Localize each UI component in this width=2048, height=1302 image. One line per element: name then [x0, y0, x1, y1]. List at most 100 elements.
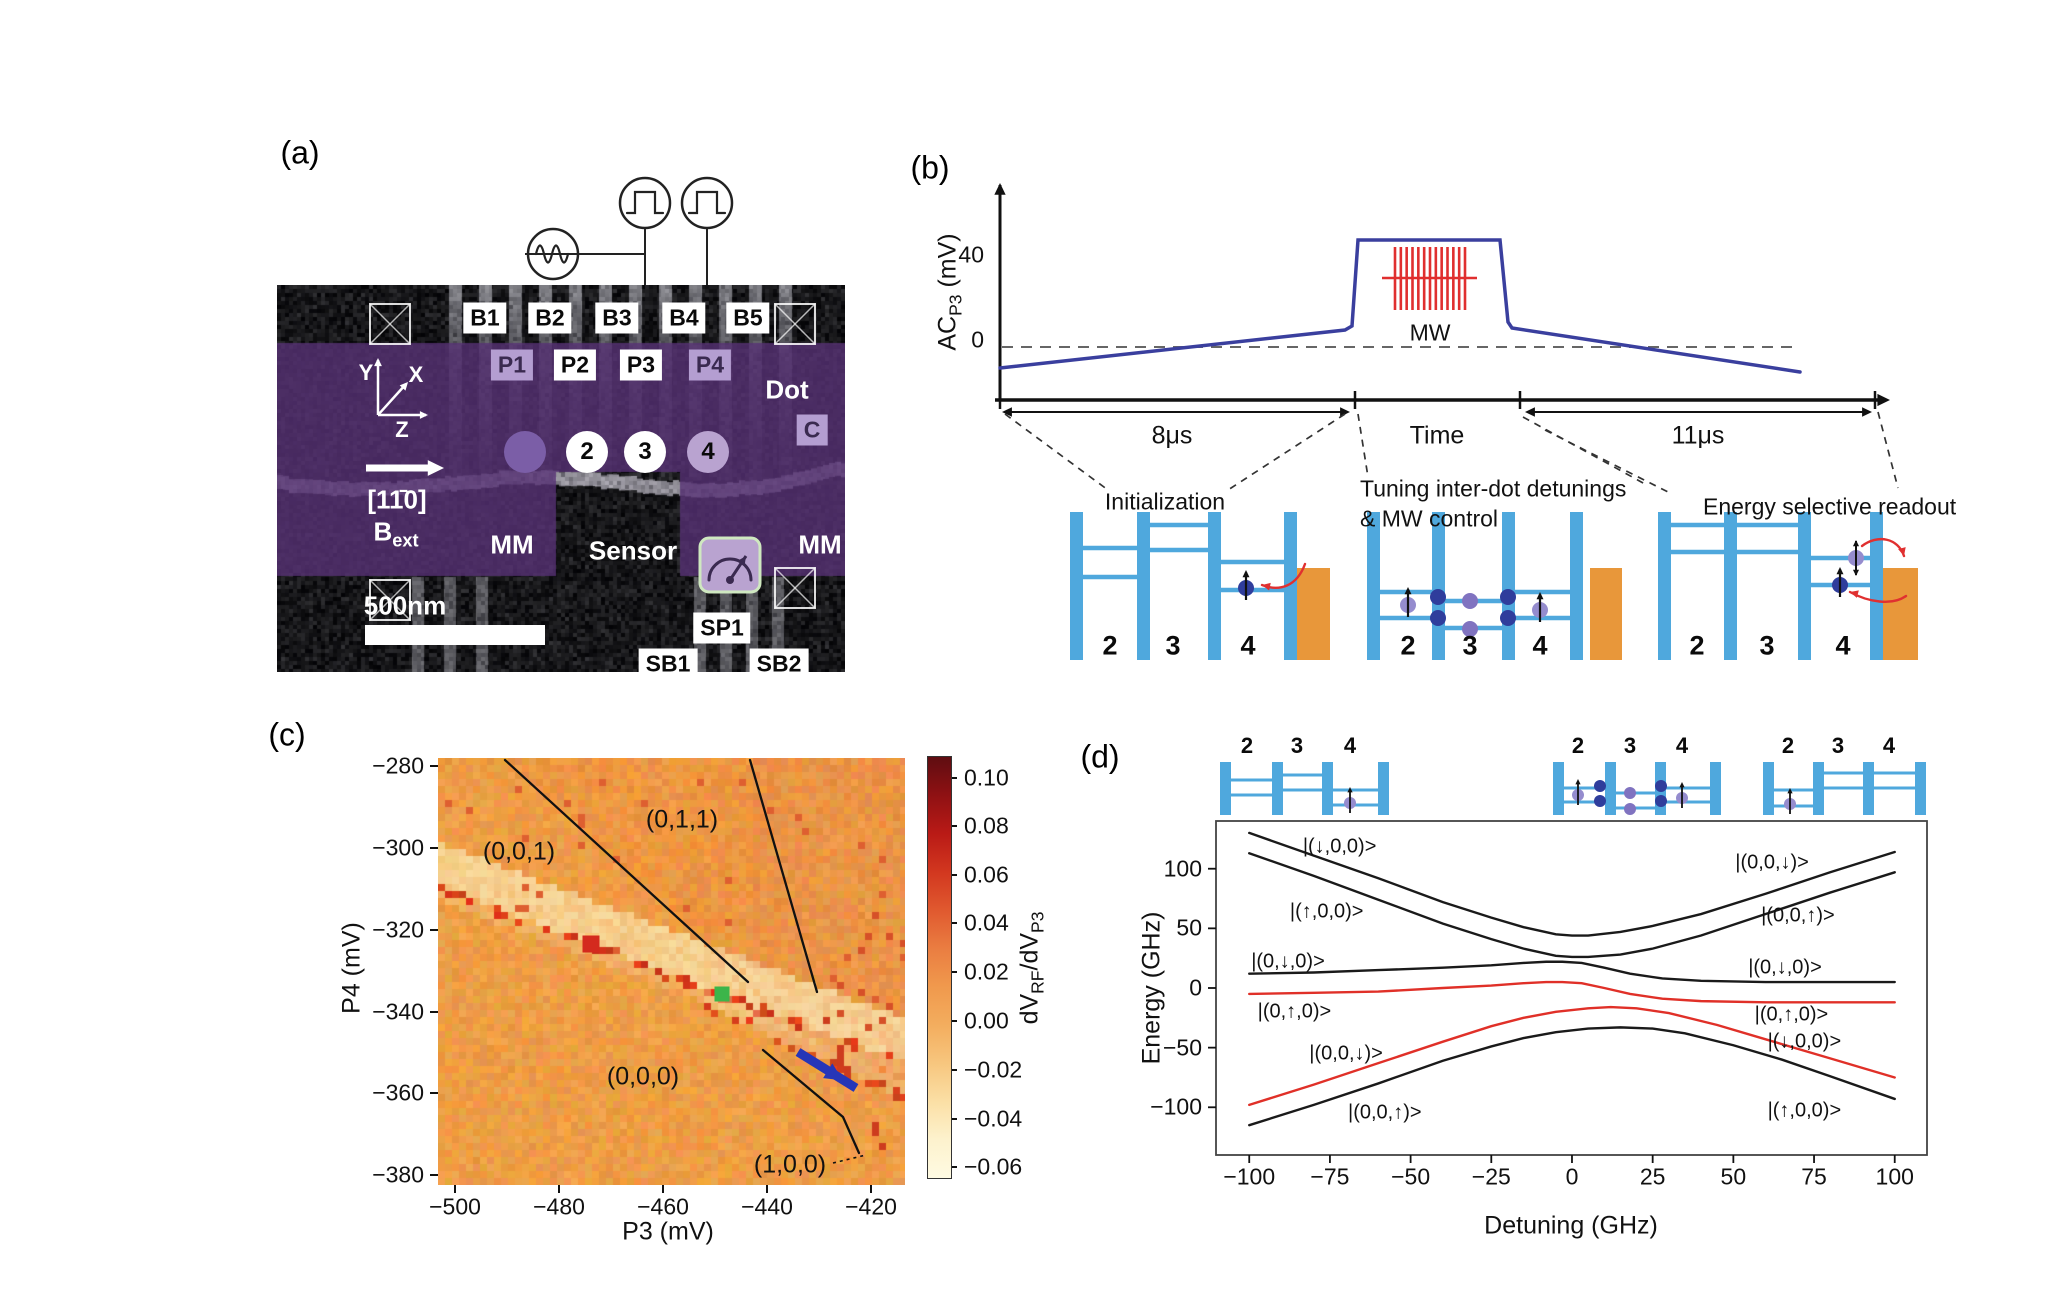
d-xlabel: Detuning (GHz) [1484, 1211, 1658, 1240]
d-diagram-barrier [1863, 762, 1874, 815]
b-diagram-well-number: 3 [1759, 630, 1775, 661]
spin-up-arrow-icon [1679, 782, 1685, 788]
d-ytick: −100 [1150, 1093, 1202, 1120]
c-xtick: −420 [845, 1193, 897, 1220]
b-diagram-barrier [1658, 512, 1671, 660]
stability-heatmap [438, 758, 905, 1185]
b-diagram-barrier [1367, 512, 1380, 660]
panel-c-label: (c) [268, 716, 306, 753]
spin-up-arrow-icon [1575, 779, 1581, 785]
d-diagram-well-number: 4 [1343, 733, 1357, 758]
b-diagram-electron [1500, 589, 1516, 605]
b-diagram-electron [1500, 610, 1516, 626]
d-diagram-barrier [1553, 762, 1564, 815]
pulse-ytick: 0 [971, 326, 984, 353]
energy-plot-frame [1215, 820, 1928, 1156]
d-diagram-barrier [1322, 762, 1333, 815]
state-label: |(0,0,↓)> [1735, 851, 1809, 874]
colorbar-label: dVRF/dVP3 [1015, 911, 1048, 1025]
spin-up-arrow-icon [1404, 587, 1412, 595]
arrowhead-icon [1525, 407, 1535, 417]
d-xtick: 100 [1875, 1163, 1914, 1190]
d-diagram-barrier [1915, 762, 1926, 815]
d-xtick: −25 [1471, 1163, 1511, 1190]
arrowhead-icon [1002, 407, 1012, 417]
d-diagram-electron [1676, 792, 1688, 804]
span-label: 11μs [1671, 421, 1725, 450]
c-ytick: −340 [372, 998, 424, 1025]
mw-source-icon [526, 227, 580, 281]
state-label: |(0,0,↑)> [1761, 904, 1835, 927]
b-diagram-electron [1848, 550, 1864, 566]
arrowhead-icon [1340, 407, 1350, 417]
b-diagram-electron [1532, 602, 1548, 618]
tunnel-arrowhead-icon [1262, 582, 1271, 591]
d-diagram-electron [1784, 798, 1796, 810]
c-ytick: −360 [372, 1079, 424, 1106]
panel-b-label: (b) [910, 149, 950, 186]
b-diagram-electron [1430, 610, 1446, 626]
d-diagram-barrier [1710, 762, 1721, 815]
annotation-dash [1544, 429, 1669, 493]
panel-d-label: (d) [1080, 738, 1120, 775]
colorbar-tick: −0.02 [964, 1056, 1023, 1083]
state-label: |(↓,0,0)> [1302, 835, 1377, 858]
colorbar-tick: 0.10 [964, 764, 1009, 791]
colorbar-tick: 0.06 [964, 861, 1009, 888]
b-diagram-well-number: 2 [1102, 630, 1118, 661]
state-label: |(0,↓,0)> [1251, 950, 1325, 973]
energy-curve-T_upper_up [1248, 852, 1896, 959]
b-diagram-tunnel-arrow [1848, 590, 1908, 603]
d-diagram-electron [1655, 780, 1667, 792]
c-ytick: −280 [372, 752, 424, 779]
d-diagram-electron [1624, 803, 1636, 815]
b-diagram-electron [1238, 580, 1254, 596]
b-diagram-barrier [1724, 512, 1737, 660]
spin-up-arrow-icon [1536, 592, 1544, 600]
annotation-dash [1357, 413, 1369, 478]
b-diagram-reservoir [1297, 568, 1330, 660]
spin-up-arrow-icon [1242, 570, 1250, 578]
b-diagram-well-number: 3 [1165, 630, 1181, 661]
d-diagram-barrier [1655, 762, 1666, 815]
d-ytick: 0 [1189, 974, 1202, 1001]
b-diagram-barrier [1284, 512, 1297, 660]
colorbar-tick: 0.08 [964, 812, 1009, 839]
state-label: |(0,0,↓)> [1309, 1042, 1383, 1065]
phase-label-tuning1: Tuning inter-dot detunings [1360, 475, 1627, 502]
mw-label: MW [1409, 319, 1451, 346]
c-ylabel: P4 (mV) [337, 922, 366, 1014]
d-diagram-well-number: 4 [1675, 733, 1689, 758]
colorbar-tick: 0.04 [964, 909, 1009, 936]
d-diagram-barrier [1220, 762, 1231, 815]
colorbar-tick: −0.06 [964, 1153, 1023, 1180]
d-ytick: 50 [1176, 914, 1202, 941]
arrowhead-icon [1862, 407, 1872, 417]
c-ytick: −320 [372, 916, 424, 943]
b-diagram-reservoir [1590, 568, 1622, 660]
state-label: |(0,↑,0)> [1754, 1003, 1829, 1026]
energy-curve-mid_up_red [1248, 980, 1896, 1004]
pulse-gen-1-icon [618, 176, 672, 230]
d-diagram-barrier [1763, 762, 1774, 815]
panel-a-label: (a) [280, 134, 320, 171]
b-diagram-well-number: 2 [1689, 630, 1705, 661]
pulse-gen-2-icon [680, 176, 734, 230]
b-diagram-electron [1832, 577, 1848, 593]
state-label: |(↓,0,0)> [1767, 1030, 1842, 1053]
pulse-ylabel: ACP3 (mV) [933, 233, 966, 351]
b-diagram-tunnel-arrow [1260, 562, 1307, 589]
time-axis-label: Time [1409, 421, 1465, 450]
d-diagram-electron [1594, 795, 1606, 807]
d-diagram-electron [1344, 797, 1356, 809]
c-xtick: −480 [533, 1193, 585, 1220]
b-diagram-barrier [1570, 512, 1583, 660]
sem-image [277, 285, 845, 672]
pulse-xaxis-arrow-icon [1877, 393, 1890, 407]
annotation-dash [1522, 416, 1646, 485]
d-xtick: −75 [1310, 1163, 1350, 1190]
d-ytick: 100 [1163, 855, 1202, 882]
d-diagram-well-number: 4 [1882, 733, 1896, 758]
spin-up-arrow-icon [1852, 540, 1860, 547]
pulse-yaxis-arrow-icon [994, 183, 1006, 195]
